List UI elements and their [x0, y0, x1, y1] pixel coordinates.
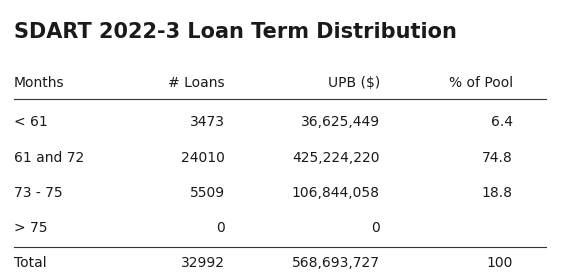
Text: SDART 2022-3 Loan Term Distribution: SDART 2022-3 Loan Term Distribution	[14, 22, 457, 42]
Text: 6.4: 6.4	[491, 115, 513, 129]
Text: # Loans: # Loans	[168, 76, 225, 90]
Text: Total: Total	[14, 257, 47, 270]
Text: 74.8: 74.8	[482, 150, 513, 165]
Text: 18.8: 18.8	[482, 186, 513, 200]
Text: > 75: > 75	[14, 221, 47, 235]
Text: 100: 100	[487, 257, 513, 270]
Text: 36,625,449: 36,625,449	[301, 115, 380, 129]
Text: 106,844,058: 106,844,058	[292, 186, 380, 200]
Text: < 61: < 61	[14, 115, 48, 129]
Text: 5509: 5509	[189, 186, 225, 200]
Text: 0: 0	[216, 221, 225, 235]
Text: 32992: 32992	[181, 257, 225, 270]
Text: 24010: 24010	[181, 150, 225, 165]
Text: 0: 0	[371, 221, 380, 235]
Text: % of Pool: % of Pool	[449, 76, 513, 90]
Text: 73 - 75: 73 - 75	[14, 186, 63, 200]
Text: Months: Months	[14, 76, 64, 90]
Text: 61 and 72: 61 and 72	[14, 150, 84, 165]
Text: 568,693,727: 568,693,727	[292, 257, 380, 270]
Text: 425,224,220: 425,224,220	[292, 150, 380, 165]
Text: 3473: 3473	[190, 115, 225, 129]
Text: UPB ($): UPB ($)	[328, 76, 380, 90]
